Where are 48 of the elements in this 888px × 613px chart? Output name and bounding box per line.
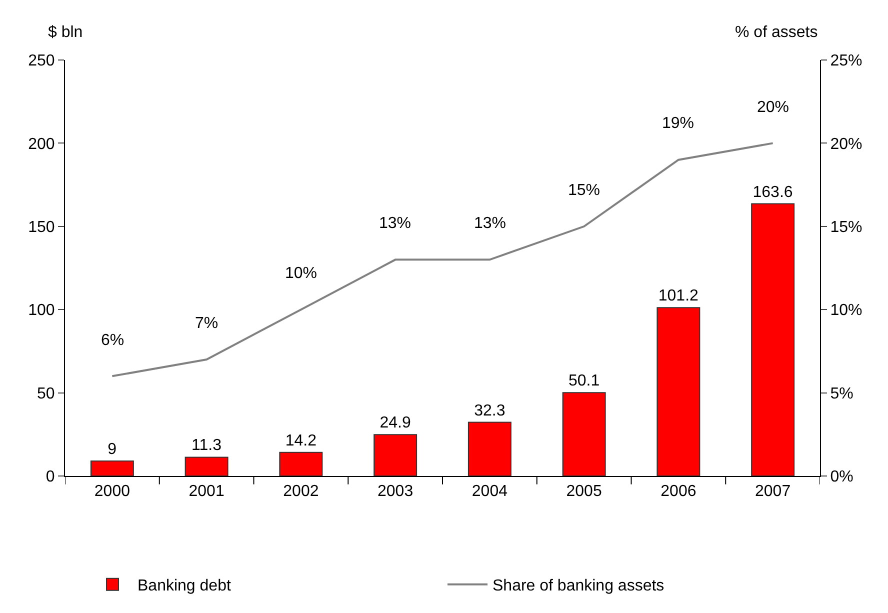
x-tick-label: 2000 <box>94 483 130 500</box>
data-label: 20% <box>757 99 790 116</box>
data-label: 13% <box>474 215 506 232</box>
data-label: 101.2 <box>658 288 699 305</box>
y-tick-label: 250 <box>28 52 55 70</box>
data-label: 13% <box>379 215 412 232</box>
data-label: 10% <box>285 265 318 282</box>
data-label: 32.3 <box>474 402 506 420</box>
y2-tick-label: 20% <box>830 136 862 153</box>
y-tick-label: 0 <box>46 468 55 486</box>
y-tick-label: 50 <box>37 385 55 402</box>
x-tick-label: 2004 <box>472 483 508 500</box>
data-label: 19% <box>662 115 694 132</box>
legend-label: Share of banking assets <box>492 578 664 595</box>
y2-tick-label: 15% <box>830 219 862 236</box>
x-tick-label: 2001 <box>188 483 224 500</box>
legend-label: Banking debt <box>138 578 232 595</box>
bar <box>90 460 134 476</box>
data-label: 163.6 <box>752 184 793 201</box>
data-label: 15% <box>568 182 600 199</box>
data-label: 6% <box>101 332 124 349</box>
data-label: 7% <box>195 315 218 332</box>
y-tick-label: 100 <box>28 302 55 320</box>
y-tick-label: 150 <box>28 219 55 236</box>
bar <box>468 422 512 476</box>
data-label: 14.2 <box>285 432 317 450</box>
bar <box>656 307 700 476</box>
y2-axis-title: % of assets <box>735 24 818 41</box>
data-label: 11.3 <box>192 437 222 454</box>
bar <box>751 203 795 476</box>
x-tick-label: 2007 <box>755 483 791 500</box>
bar <box>562 392 606 476</box>
y-tick-label: 200 <box>28 136 55 153</box>
data-label: 9 <box>108 441 117 458</box>
bar <box>279 452 323 476</box>
y2-tick-label: 25% <box>830 52 862 70</box>
x-tick-label: 2002 <box>283 483 319 500</box>
bar <box>184 456 228 476</box>
x-tick-label: 2005 <box>566 483 602 500</box>
y2-tick-label: 5% <box>830 385 854 402</box>
y-axis-title: $ bln <box>48 24 83 41</box>
bar <box>374 434 418 476</box>
y2-tick-label: 10% <box>830 302 862 320</box>
x-tick-label: 2003 <box>378 483 414 500</box>
x-tick-label: 2006 <box>660 483 696 500</box>
data-label: 24.9 <box>380 414 411 432</box>
data-label: 50.1 <box>568 372 600 390</box>
y2-tick-label: 0% <box>830 468 854 486</box>
